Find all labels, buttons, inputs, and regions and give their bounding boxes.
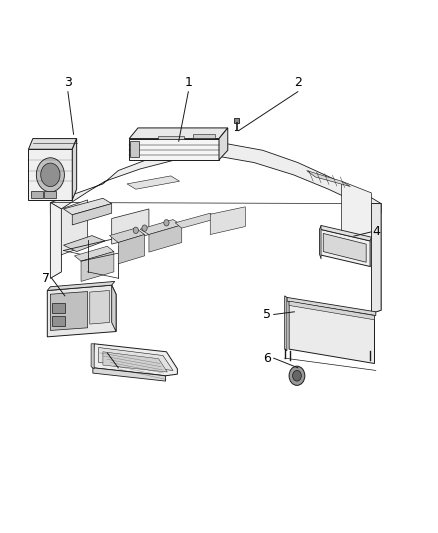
Circle shape xyxy=(41,163,60,187)
Polygon shape xyxy=(342,181,371,266)
Polygon shape xyxy=(112,285,116,332)
Polygon shape xyxy=(112,209,149,244)
Text: 8: 8 xyxy=(95,346,102,359)
Polygon shape xyxy=(47,285,116,337)
Text: 2: 2 xyxy=(294,76,302,89)
Polygon shape xyxy=(110,228,145,243)
Polygon shape xyxy=(285,296,287,351)
Text: 6: 6 xyxy=(263,352,271,365)
Text: 3: 3 xyxy=(64,76,72,89)
Polygon shape xyxy=(74,246,114,261)
Text: 7: 7 xyxy=(42,272,50,285)
Polygon shape xyxy=(28,149,72,200)
Text: 5: 5 xyxy=(263,308,271,321)
Polygon shape xyxy=(320,225,371,241)
Polygon shape xyxy=(64,236,105,252)
Polygon shape xyxy=(175,213,217,228)
Polygon shape xyxy=(44,191,56,198)
Polygon shape xyxy=(31,191,43,198)
Circle shape xyxy=(142,225,147,231)
Circle shape xyxy=(293,370,301,381)
Polygon shape xyxy=(47,281,115,290)
Polygon shape xyxy=(50,292,88,330)
Polygon shape xyxy=(323,233,366,262)
Polygon shape xyxy=(90,290,110,324)
Polygon shape xyxy=(129,139,219,160)
Polygon shape xyxy=(320,225,321,259)
Circle shape xyxy=(289,366,305,385)
Polygon shape xyxy=(193,134,215,138)
Polygon shape xyxy=(91,344,94,369)
Polygon shape xyxy=(52,303,65,313)
Text: 1: 1 xyxy=(184,76,192,89)
Polygon shape xyxy=(50,203,61,278)
Polygon shape xyxy=(50,203,61,278)
Polygon shape xyxy=(129,128,228,139)
Polygon shape xyxy=(81,252,114,281)
Polygon shape xyxy=(93,368,166,381)
Polygon shape xyxy=(72,139,77,200)
Polygon shape xyxy=(234,118,239,123)
Polygon shape xyxy=(149,225,182,252)
Polygon shape xyxy=(93,344,177,376)
Polygon shape xyxy=(371,204,381,313)
Polygon shape xyxy=(287,297,376,316)
Polygon shape xyxy=(103,352,167,372)
Polygon shape xyxy=(210,207,245,235)
Polygon shape xyxy=(289,301,374,364)
Polygon shape xyxy=(371,204,381,313)
Polygon shape xyxy=(72,204,112,225)
Polygon shape xyxy=(28,139,77,149)
Polygon shape xyxy=(52,316,65,326)
Polygon shape xyxy=(219,128,228,160)
Polygon shape xyxy=(140,220,182,235)
Polygon shape xyxy=(50,144,381,214)
Polygon shape xyxy=(130,141,139,157)
Polygon shape xyxy=(307,171,350,187)
Polygon shape xyxy=(99,348,173,370)
Polygon shape xyxy=(289,301,374,320)
Polygon shape xyxy=(118,235,145,264)
Text: 4: 4 xyxy=(373,225,381,238)
Polygon shape xyxy=(127,176,180,189)
Polygon shape xyxy=(64,198,112,215)
Polygon shape xyxy=(158,136,184,139)
Polygon shape xyxy=(320,229,370,266)
Circle shape xyxy=(36,158,64,192)
Polygon shape xyxy=(61,200,88,255)
Circle shape xyxy=(164,220,169,226)
Circle shape xyxy=(133,227,138,233)
